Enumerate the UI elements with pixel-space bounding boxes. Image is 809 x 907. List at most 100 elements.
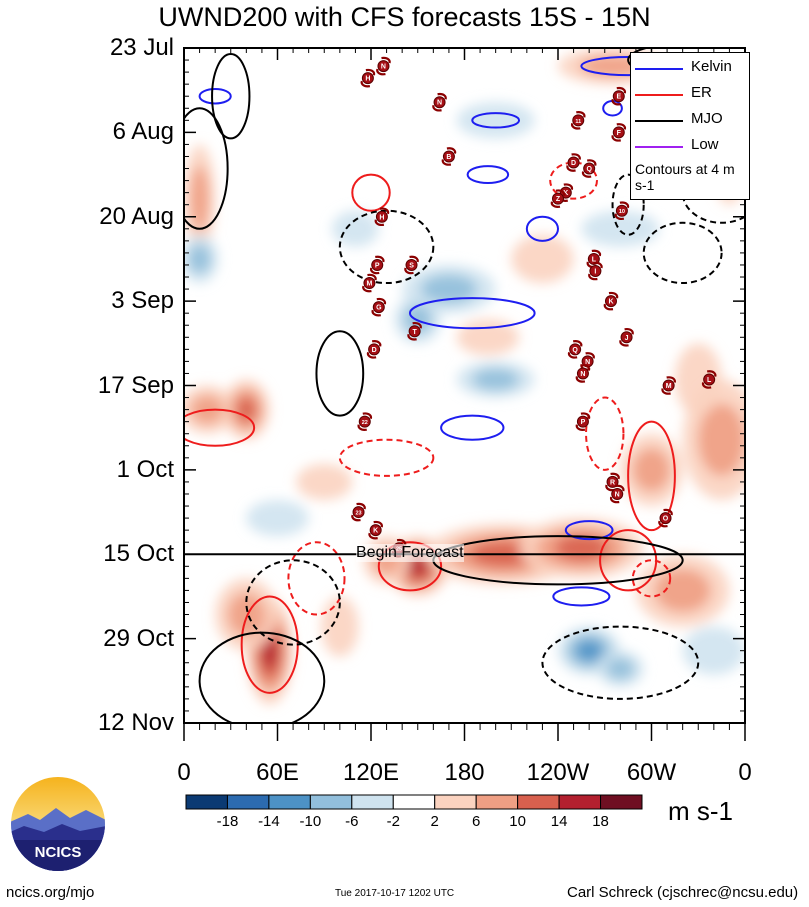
anomaly-field — [184, 48, 745, 705]
anomaly-blob — [188, 244, 211, 274]
storm-marker: 23 — [351, 502, 366, 522]
storm-label: M — [666, 383, 672, 390]
kelvin-contour — [552, 586, 611, 607]
colorbar-tick-label: 18 — [592, 813, 609, 830]
footer-timestamp: Tue 2017-10-17 1202 UTC — [335, 888, 455, 899]
storm-label: N — [580, 371, 585, 378]
storm-label: 23 — [355, 511, 361, 517]
storm-marker: D — [566, 153, 581, 172]
colorbar-tick-label: 14 — [550, 813, 568, 830]
legend-label-low: Low — [691, 136, 719, 153]
colorbar-box — [351, 794, 394, 810]
storm-label: I — [594, 268, 596, 275]
anomaly-blob — [575, 640, 603, 662]
x-tick-label: 60E — [256, 759, 299, 786]
storm-marker: N — [432, 92, 447, 112]
er-contour-dashed — [338, 438, 435, 477]
x-tick-label: 120W — [526, 759, 590, 786]
colorbar-box — [558, 794, 602, 810]
footer-website[interactable]: ncics.org/mjo — [6, 884, 95, 901]
storm-label: S — [409, 262, 414, 269]
storm-marker: I — [588, 261, 603, 281]
mjo-contour — [211, 53, 251, 140]
anomaly-blob — [332, 210, 379, 247]
storm-marker: Z — [550, 189, 566, 208]
anomaly-blob — [190, 166, 209, 232]
colorbar-box — [309, 794, 353, 810]
storm-label: N — [585, 359, 590, 366]
anomaly-blob — [456, 102, 535, 139]
storm-label: B — [446, 154, 451, 161]
y-tick-label: 15 Oct — [103, 540, 174, 568]
chart-title: UWND200 with CFS forecasts 15S - 15N — [158, 2, 651, 32]
anomaly-blob — [632, 448, 671, 492]
storm-marker: M — [661, 376, 676, 395]
anomaly-blob — [606, 657, 635, 680]
x-tick-label: 180 — [444, 759, 485, 786]
anomaly-blob — [654, 568, 711, 613]
legend-swatch-mjo — [635, 120, 683, 122]
storm-label: H — [379, 214, 384, 221]
legend-label-er: ER — [691, 84, 712, 101]
anomaly-blob — [674, 343, 722, 416]
y-tick-label: 17 Sep — [97, 371, 174, 399]
anomaly-blob — [581, 210, 660, 247]
storm-marker: H — [374, 207, 390, 227]
storm-marker: O — [658, 508, 673, 528]
storm-marker: 10 — [614, 201, 630, 221]
x-tick-label: 60W — [626, 759, 677, 786]
storm-label: Z — [556, 196, 561, 203]
er-contour-dashed — [549, 161, 598, 200]
storm-label: N — [437, 100, 442, 107]
colorbar-box — [185, 794, 228, 810]
storm-marker: S — [404, 255, 419, 275]
er-contour — [377, 541, 443, 592]
colorbar-tick-label: -10 — [299, 813, 322, 830]
storm-label: P — [581, 419, 586, 426]
kelvin-contour — [198, 87, 232, 105]
anomaly-blob — [511, 234, 574, 284]
anomaly-blob — [236, 396, 257, 423]
storm-label: J — [625, 335, 629, 342]
colorbar-box — [600, 794, 643, 810]
storm-marker: D — [366, 340, 382, 359]
storm-label: 22 — [362, 420, 368, 426]
storm-marker: H — [360, 68, 376, 88]
storm-marker: T — [407, 321, 422, 341]
storm-marker: N — [609, 484, 625, 504]
anomaly-blob — [420, 274, 477, 304]
anomaly-blob — [321, 596, 359, 657]
storm-label: N — [615, 491, 620, 498]
mjo-contour-dashed — [642, 221, 723, 285]
storm-marker: N — [575, 364, 591, 383]
y-tick-label: 23 Jul — [109, 34, 174, 61]
storm-label: N — [381, 64, 386, 71]
colorbar-box — [517, 794, 560, 810]
storm-label: H — [365, 76, 370, 83]
colorbar-box — [475, 794, 519, 810]
mjo-contour-dashed — [245, 559, 341, 646]
colorbar-tick-label: -14 — [258, 813, 280, 830]
colorbar-tick-label: 10 — [509, 813, 526, 830]
storm-marker: N — [376, 56, 391, 76]
colorbar-tick-label: 6 — [472, 813, 481, 830]
x-tick-label: 120E — [342, 759, 400, 786]
storm-marker: J — [619, 327, 634, 347]
storm-marker: B — [441, 147, 457, 166]
colorbar-box — [226, 794, 270, 810]
y-tick-label: 3 Sep — [111, 287, 174, 315]
mjo-contour — [315, 330, 365, 417]
storm-label: D — [571, 160, 576, 167]
kelvin-contour — [440, 414, 505, 441]
storm-marker: G — [371, 297, 387, 317]
legend-label-kelvin: Kelvin — [691, 58, 732, 75]
storm-label: K — [608, 299, 613, 306]
kelvin-contour — [564, 520, 614, 541]
storm-label: Q — [572, 347, 578, 354]
colorbar-box — [268, 794, 311, 810]
begin-forecast-label: Begin Forecast — [356, 544, 464, 563]
storm-marker: 11 — [570, 111, 586, 130]
storm-marker: R — [605, 472, 620, 492]
storm-marker: 22 — [357, 412, 373, 431]
x-tick-label: 0 — [177, 759, 191, 786]
